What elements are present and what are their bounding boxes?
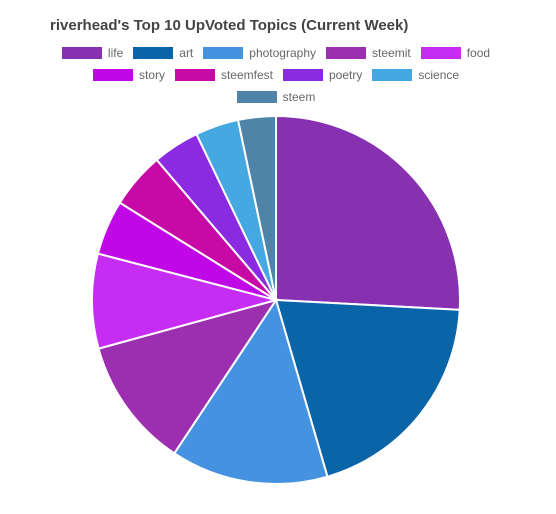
legend-swatch (174, 69, 215, 81)
legend-item[interactable]: story (92, 68, 165, 82)
legend-swatch (133, 47, 174, 59)
legend-swatch (61, 47, 102, 59)
legend-item[interactable]: photography (203, 46, 316, 60)
legend-label: food (466, 46, 491, 60)
legend-swatch (283, 69, 323, 81)
legend-swatch (236, 91, 277, 103)
pie-slice[interactable] (172, 297, 329, 485)
legend: life art photography steemit food story steemf… (51, 46, 501, 104)
pie-slice[interactable] (236, 114, 277, 301)
legend-swatch (326, 47, 367, 59)
legend-swatch (203, 47, 244, 59)
legend-item[interactable]: steem (236, 90, 316, 104)
legend-item[interactable]: food (420, 46, 491, 60)
legend-label: art (179, 46, 194, 60)
pie-slice[interactable] (91, 252, 280, 350)
legend-item[interactable]: science (372, 68, 459, 82)
legend-label: story (138, 68, 165, 82)
pie-slice[interactable] (274, 298, 461, 478)
legend-label: life (107, 46, 124, 60)
legend-swatch (92, 69, 133, 81)
legend-item[interactable]: art (133, 46, 193, 60)
legend-label: poetry (329, 68, 363, 82)
chart-title: riverhead's Top 10 UpVoted Topics (Curre… (50, 17, 409, 34)
legend-swatch (420, 47, 461, 59)
legend-item[interactable]: steemfest (174, 68, 273, 82)
legend-item[interactable]: steemit (326, 46, 411, 60)
pie-slice[interactable] (275, 114, 461, 311)
legend-label: steemit (372, 46, 411, 60)
legend-item[interactable]: poetry (283, 68, 362, 82)
legend-swatch (372, 69, 413, 81)
pie-slice[interactable] (97, 298, 279, 455)
legend-label: steem (282, 90, 316, 104)
legend-label: steemfest (220, 68, 273, 82)
legend-label: science (418, 68, 460, 82)
legend-label: photography (249, 46, 317, 60)
legend-item[interactable]: life (61, 46, 124, 60)
